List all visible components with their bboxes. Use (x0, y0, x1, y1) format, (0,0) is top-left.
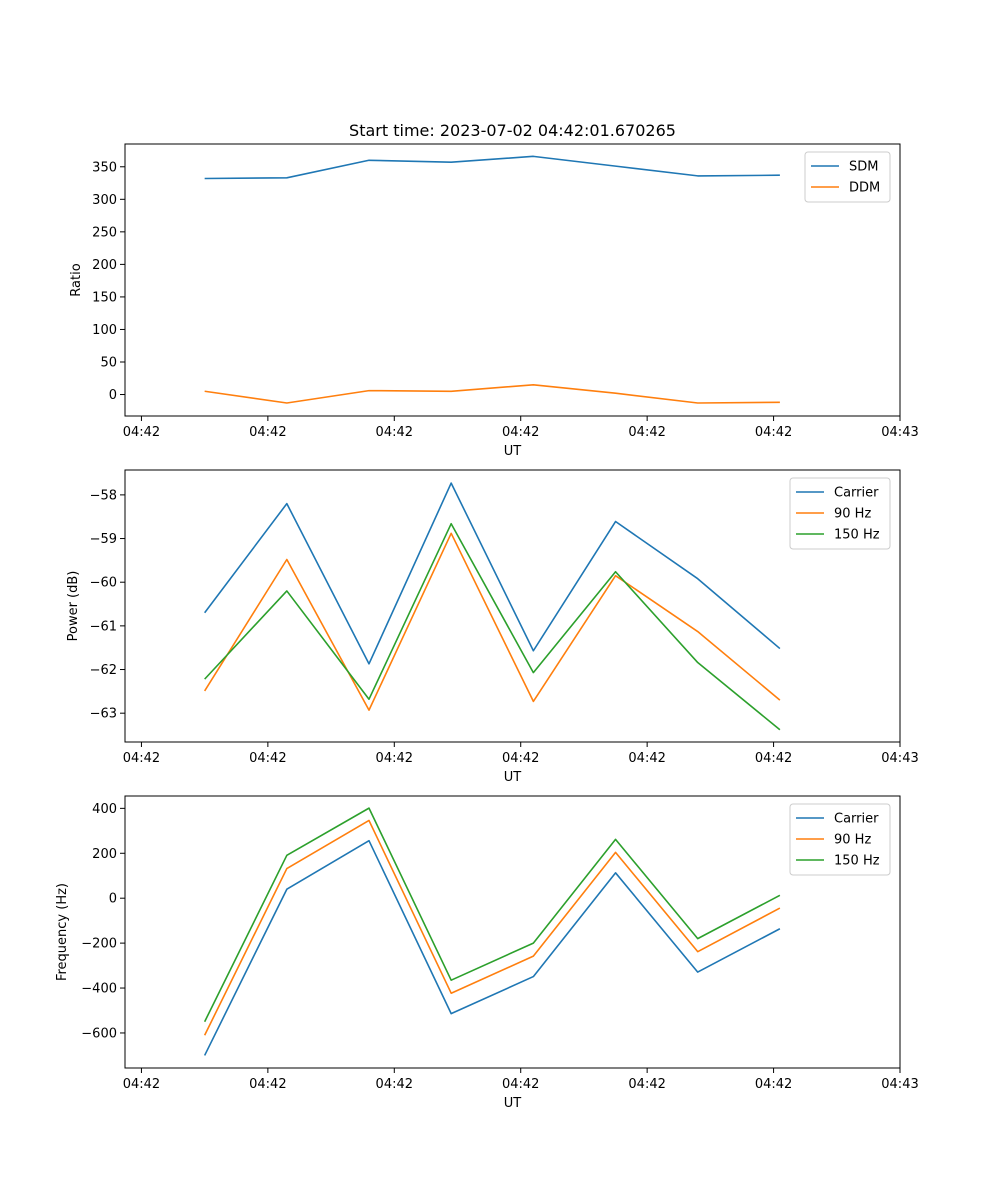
x-axis-label: UT (504, 444, 522, 459)
y-tick-label: −59 (90, 532, 117, 547)
series-line-90-hz (203, 532, 781, 711)
series-line-150-hz (203, 807, 781, 1023)
x-tick-label: 04:42 (376, 425, 413, 440)
panel-2: 04:42 04:42 04:42 04:42 04:42 04:42 04:43 −63 −6… (66, 469, 919, 785)
y-tick-label: 400 (92, 802, 117, 817)
legend-label: DDM (849, 181, 880, 196)
y-tick-label: 200 (92, 847, 117, 862)
panel-1: 04:42 04:42 04:42 04:42 04:42 04:42 04:43 0 50 10… (69, 143, 919, 459)
panel-3: 04:42 04:42 04:42 04:42 04:42 04:42 04:43 −600 −… (55, 795, 919, 1111)
legend: SDM DDM (804, 151, 891, 203)
y-tick-label: 100 (92, 323, 117, 338)
axes-frame (124, 143, 901, 417)
y-tick-label: 250 (92, 225, 117, 240)
x-tick-label: 04:42 (502, 1077, 539, 1092)
legend-label: SDM (849, 160, 878, 175)
legend-label: 150 Hz (834, 854, 880, 869)
x-tick-label: 04:42 (123, 1077, 160, 1092)
x-tick-label: 04:42 (628, 751, 665, 766)
y-tick-label: 350 (92, 160, 117, 175)
x-tick-label: 04:42 (502, 425, 539, 440)
y-tick-label: −61 (90, 619, 117, 634)
legend-box (789, 803, 891, 876)
x-tick-label: 04:42 (249, 425, 286, 440)
x-tick-label: 04:43 (881, 1077, 918, 1092)
y-tick-label: −200 (81, 937, 117, 952)
y-tick-label: 300 (92, 193, 117, 208)
x-tick-label: 04:42 (755, 751, 792, 766)
legend-box (804, 151, 891, 203)
axes-frame (124, 469, 901, 743)
series-line-sdm (204, 155, 780, 180)
x-tick-label: 04:43 (881, 751, 918, 766)
x-tick-label: 04:42 (502, 751, 539, 766)
series-line-ddm (204, 383, 780, 404)
y-tick-label: 50 (100, 355, 117, 370)
legend-label: Carrier (834, 812, 879, 827)
y-tick-label: 150 (92, 290, 117, 305)
x-axis-label: UT (504, 770, 522, 785)
x-axis-label: UT (504, 1096, 522, 1111)
legend-label: 90 Hz (834, 833, 871, 848)
x-tick-label: 04:42 (249, 751, 286, 766)
x-tick-label: 04:42 (123, 425, 160, 440)
y-axis-label: Frequency (Hz) (55, 883, 70, 981)
y-tick-label: −58 (90, 488, 117, 503)
series-line-carrier (203, 839, 781, 1056)
y-tick-label: −63 (90, 707, 117, 722)
y-tick-label: −60 (90, 576, 117, 591)
series-line-150-hz (204, 522, 781, 731)
figure-title: Start time: 2023-07-02 04:42:01.670265 (349, 121, 676, 140)
x-tick-label: 04:42 (628, 425, 665, 440)
series-line-carrier (204, 482, 781, 665)
y-axis-label: Power (dB) (66, 571, 81, 642)
x-tick-label: 04:42 (628, 1077, 665, 1092)
axes-frame (124, 795, 901, 1069)
y-tick-label: −400 (81, 982, 117, 997)
panels: 04:42 04:42 04:42 04:42 04:42 04:42 04:43 0 50 10… (55, 143, 919, 1111)
x-tick-label: 04:42 (376, 1077, 413, 1092)
legend-label: 150 Hz (834, 528, 880, 543)
y-axis-label: Ratio (69, 263, 84, 296)
x-tick-label: 04:43 (881, 425, 918, 440)
x-tick-label: 04:42 (755, 425, 792, 440)
y-tick-label: −62 (90, 663, 117, 678)
y-tick-label: 0 (109, 892, 117, 907)
y-tick-label: 0 (109, 388, 117, 403)
legend-label: 90 Hz (834, 507, 871, 522)
legend-box (789, 477, 891, 550)
x-tick-label: 04:42 (755, 1077, 792, 1092)
legend-label: Carrier (834, 486, 879, 501)
legend: Carrier 90 Hz 150 Hz (789, 477, 891, 550)
legend: Carrier 90 Hz 150 Hz (789, 803, 891, 876)
y-tick-label: −600 (81, 1026, 117, 1041)
x-tick-label: 04:42 (249, 1077, 286, 1092)
x-tick-label: 04:42 (123, 751, 160, 766)
y-tick-label: 200 (92, 258, 117, 273)
series-line-90-hz (203, 819, 781, 1036)
x-tick-label: 04:42 (376, 751, 413, 766)
